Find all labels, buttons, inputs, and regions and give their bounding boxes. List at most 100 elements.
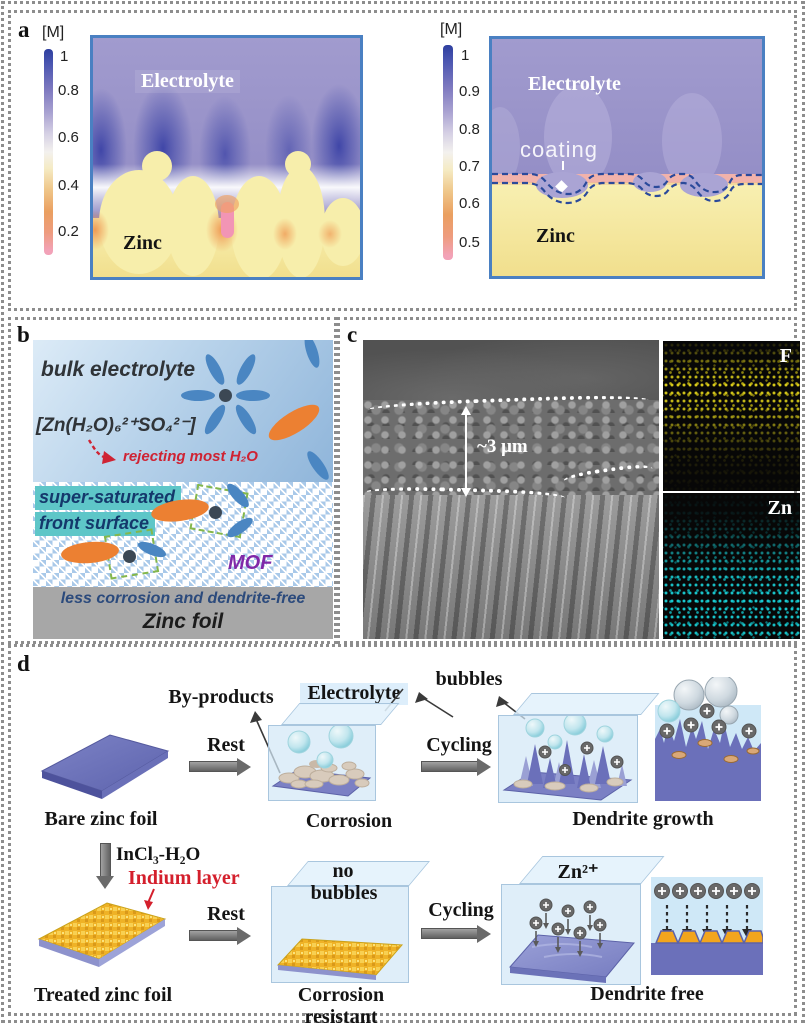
zinc-label-left: Zinc [123,232,162,254]
rest-label-1: Rest [207,734,245,756]
rejecting-water-label: rejecting most H₂O [123,448,258,465]
bulk-electrolyte-label: bulk electrolyte [41,358,196,381]
thickness-arrow-head-up [461,406,471,415]
panel-a-label: a [18,17,30,42]
colorbar-title-left: [M] [42,24,65,41]
plating-closeup-graphic [651,877,763,975]
rest-arrow-1 [189,757,251,776]
eds-map-zinc: Zn [663,493,800,639]
corrosion-resistant-label: Corrosion resistant [297,984,385,1024]
sem-cross-section-image: ~3 μm [363,340,659,639]
panel-d-label: d [17,651,30,676]
complex-formula: [Zn(H₂O)₆²⁺SO₄²⁻] [36,415,196,436]
colorbar-left-tick: 0.2 [58,223,79,240]
cycling-label-2: Cycling [428,899,494,921]
fluorine-signal-fade [663,341,800,491]
dendrite-growth-label: Dendrite growth [572,808,714,830]
dendrite-closeup-graphic [655,677,761,801]
mof-label: MOF [228,552,273,574]
bare-zinc-foil-graphic [40,734,170,799]
colorbar-right-tick: 0.9 [459,83,480,100]
colorbar-left-tick: 0.4 [58,177,79,194]
panel-c-label: c [347,322,358,347]
panel-d-box: d Bare zinc foil Rest By-products Electr… [8,644,797,1024]
zinc-signal-fade [663,493,800,639]
eds-f-label: F [779,345,792,367]
bulk-electrolyte-region [33,340,333,482]
colorbar-right-tick: 0.8 [459,121,480,138]
dendrite-free-contents [508,898,635,983]
supersaturated-label-line2: front surface [35,512,156,536]
by-products-label: By-products [168,686,274,708]
colorbar-left-tick: 1 [60,48,69,65]
treated-zinc-foil-label: Treated zinc foil [33,984,173,1006]
panel-b-label: b [17,322,30,347]
dendrite-box [498,712,638,803]
incl3-label: InCl₃-H₂O [116,844,201,865]
panel-c-box: c ~3 μm F Zn [337,317,800,644]
treatment-down-arrow [93,843,117,889]
corrosion-resistant-contents [276,938,404,980]
colorbar-right [443,45,453,260]
indium-layer-label: Indium layer [128,867,240,889]
indium-pointer-arrow-icon [144,888,155,910]
zn-ion-label: Zn²⁺ [557,861,599,883]
supersaturated-label-line1: super-saturated [35,486,182,510]
zn-ion-dot-icon [209,506,222,519]
colorbar-left-tick: 0.6 [58,129,79,146]
concentration-map-coated [492,39,762,276]
corrosion-label: Corrosion [305,810,393,832]
mof-schematic: bulk electrolyte [Zn(H₂O)₆²⁺SO₄²⁻] rejec… [33,340,333,639]
bubbles-label: bubbles [435,668,503,690]
zinc-foil-label: Zinc foil [142,610,224,633]
treated-zinc-foil-graphic [37,902,167,967]
colorbar-right-tick: 0.6 [459,195,480,212]
panel-b-box: b bulk electrolyte [Zn(H₂O)₆²⁺SO₄²⁻] rej… [8,317,337,644]
corrosion-box-top [281,703,400,725]
electrolyte-label-d: Electrolyte [300,682,408,705]
eds-map-fluorine: F [663,341,800,491]
coating-pointer-tick [562,161,564,170]
thickness-label: ~3 μm [477,436,528,457]
cycling-arrow-2 [421,924,491,943]
colorbar-left [44,49,53,255]
thickness-arrow-shaft [465,410,467,490]
no-bubbles-label-line1: no [332,860,354,882]
colorbar-right-tick: 0.5 [459,234,480,251]
zinc-label-right: Zinc [536,225,575,247]
electrolyte-label-left: Electrolyte [135,70,240,93]
colorbar-title-right: [M] [440,21,463,38]
dendrite-contents [502,712,633,801]
corrosion-box [268,723,376,801]
concentration-map-bare [93,38,360,277]
colorbar-left-tick: 0.8 [58,82,79,99]
rest-label-2: Rest [207,903,245,925]
simulation-bare-zinc: Electrolyte Zinc [90,35,363,280]
dendrite-free-box [501,884,641,985]
rest-arrow-2 [189,926,251,945]
sem-zinc-substrate [363,495,659,639]
zn-ion-dot-icon [123,550,136,563]
red-dashed-arrow-icon [87,439,116,464]
dendrite-box-top [513,693,660,715]
eds-zn-label: Zn [767,497,792,519]
less-corrosion-label: less corrosion and dendrite-free [60,590,306,607]
coating-label: coating [520,137,598,162]
water-petal-icon [181,390,215,401]
corrosion-contents [271,723,372,797]
cycling-label-1: Cycling [426,734,492,756]
corrosion-resistant-box [271,886,409,983]
colorbar-right-tick: 0.7 [459,158,480,175]
colorbar-right-tick: 1 [461,47,470,64]
zn-ion-dot-icon [219,389,232,402]
electrolyte-label-right: Electrolyte [528,73,621,95]
zinc-foil-region [33,587,333,639]
simulation-coated-zinc: Electrolyte coating Zinc [489,36,765,279]
panel-a-box: a [M] 1 0.8 0.6 0.4 0.2 [8,10,797,311]
cycling-arrow-1 [421,757,491,776]
sem-coating-grains [363,399,659,505]
bare-zinc-foil-label: Bare zinc foil [44,808,158,830]
thickness-arrow-head-down [461,488,471,497]
